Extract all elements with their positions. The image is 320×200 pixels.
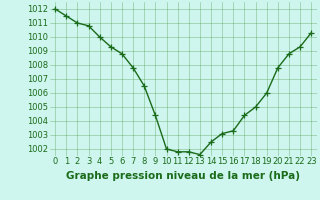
X-axis label: Graphe pression niveau de la mer (hPa): Graphe pression niveau de la mer (hPa) (66, 171, 300, 181)
